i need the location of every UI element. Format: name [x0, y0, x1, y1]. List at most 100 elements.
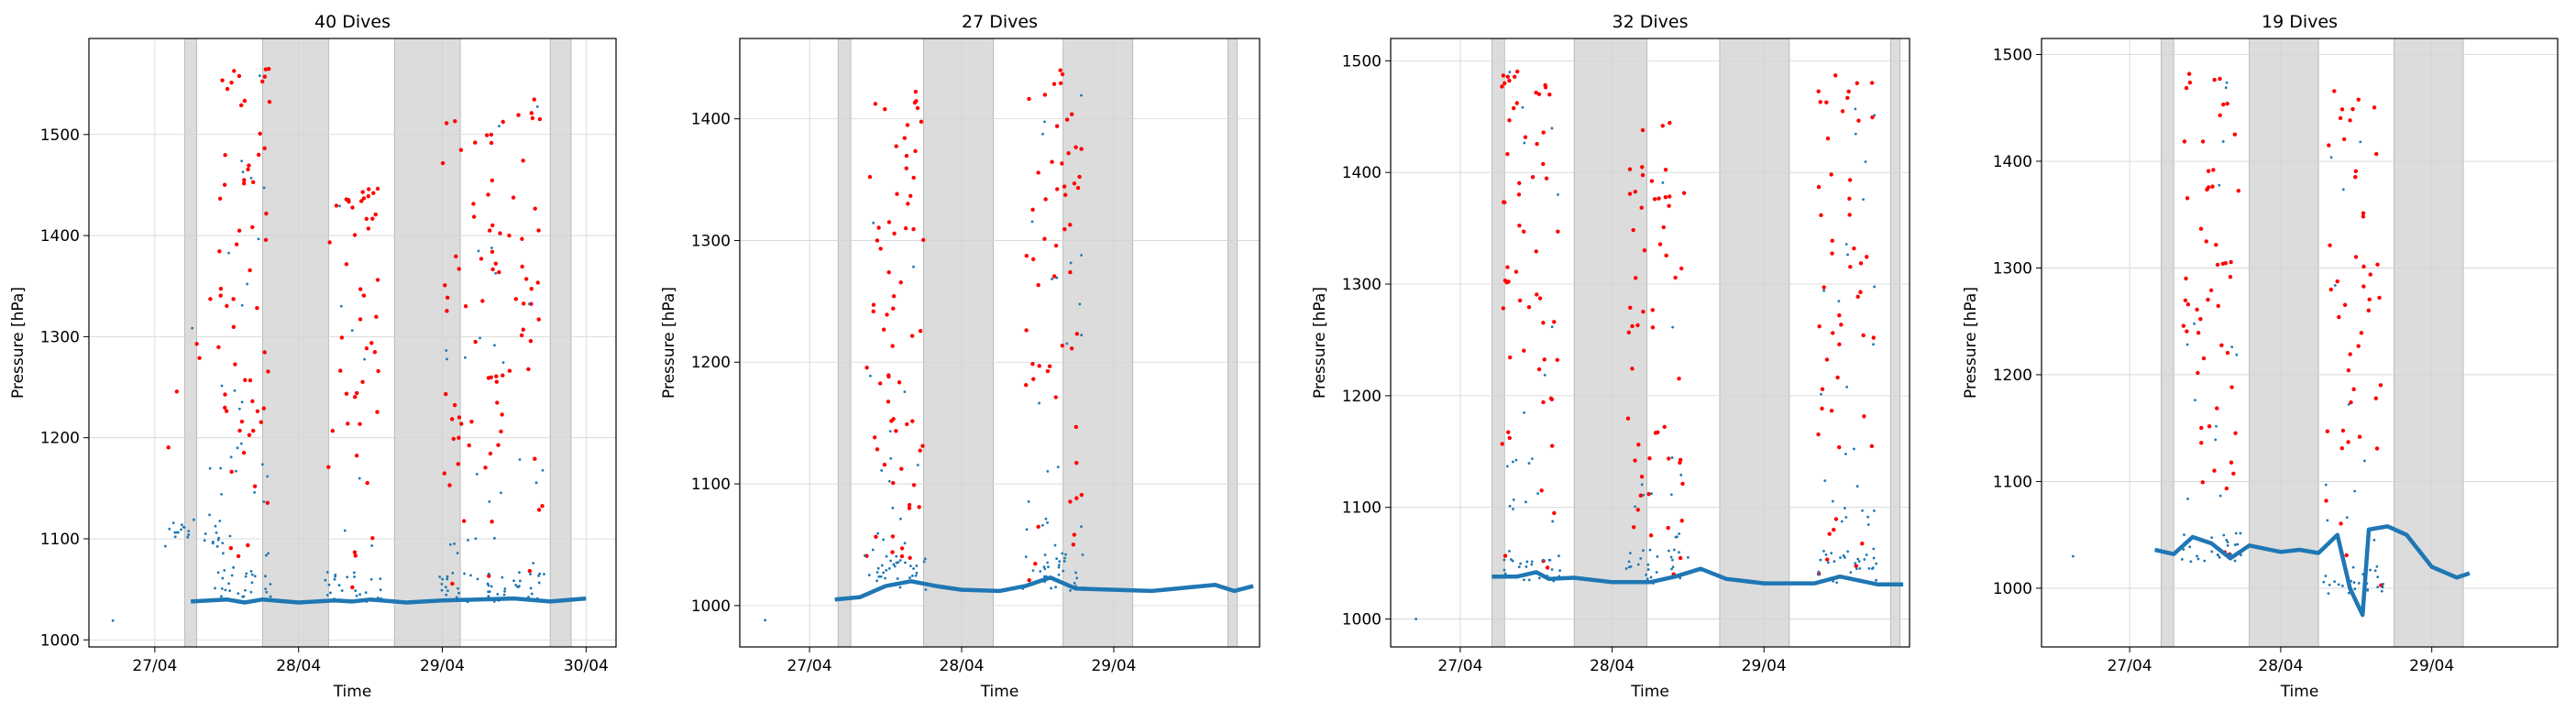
dive-point-blue: [358, 593, 362, 597]
dive-point-blue: [529, 573, 532, 575]
dive-point-blue: [2194, 399, 2196, 402]
dive-point-blue: [240, 400, 244, 404]
dive-point: [248, 378, 253, 383]
outlier-point: [111, 619, 115, 622]
dive-point-blue: [2203, 559, 2207, 563]
dive-point-blue: [541, 468, 545, 472]
dive-point: [2349, 400, 2353, 405]
dive-point-blue: [2329, 156, 2333, 159]
dive-point-blue: [1862, 198, 1865, 202]
dive-point-blue: [537, 581, 541, 585]
dive-point: [374, 314, 379, 319]
dive-point-blue: [1503, 572, 1507, 575]
dive-point-blue: [203, 539, 206, 542]
dive-point: [1541, 400, 1546, 405]
dive-point: [1074, 332, 1080, 336]
dive-point: [228, 545, 234, 551]
dive-point: [1541, 130, 1546, 135]
dive-point: [918, 448, 922, 453]
dive-point: [907, 502, 912, 508]
dive-point-blue: [224, 588, 227, 592]
dive-point-blue: [496, 593, 500, 596]
dive-point-blue: [2218, 555, 2221, 559]
dive-point-blue: [1031, 569, 1035, 573]
y-tick-label: 1300: [1993, 259, 2032, 278]
dive-point-blue: [2226, 541, 2229, 543]
dive-point: [500, 412, 504, 417]
dive-point-blue: [1510, 558, 1513, 561]
surface-trace: [2154, 524, 2471, 618]
dive-point-blue: [1038, 401, 1040, 405]
dive-group: [1500, 69, 1562, 583]
x-axis-label: Time: [980, 683, 1019, 701]
dive-point: [2341, 137, 2347, 142]
dive-point-blue: [879, 575, 883, 578]
dive-point: [467, 443, 471, 448]
dive-point-blue: [448, 542, 452, 546]
dive-point: [366, 193, 371, 199]
dive-point-blue: [517, 585, 521, 588]
dive-point: [1500, 442, 1504, 446]
dive-point-blue: [353, 575, 356, 578]
dive-point-blue: [2214, 438, 2218, 442]
dive-point: [1630, 323, 1635, 329]
dive-point: [237, 73, 242, 79]
dive-point-blue: [503, 590, 506, 593]
dive-point: [2215, 406, 2219, 411]
dive-point: [2361, 284, 2366, 289]
dive-point-blue: [441, 577, 445, 581]
dive-point: [1634, 276, 1638, 280]
dive-point-blue: [2218, 183, 2221, 187]
dive-point-blue: [369, 577, 373, 581]
dive-point-blue: [1823, 479, 1827, 483]
dive-point-blue: [227, 582, 231, 586]
dive-point: [444, 391, 448, 397]
dive-point-blue: [487, 584, 490, 587]
dive-point-blue: [211, 540, 215, 543]
dive-point: [1869, 81, 1875, 85]
dive-point: [2195, 307, 2199, 312]
dive-point: [1060, 71, 1065, 77]
dive-point: [1512, 74, 1517, 80]
dive-point-blue: [2327, 592, 2330, 596]
dive-point: [911, 483, 917, 487]
night-band: [1719, 38, 1790, 647]
dive-point: [489, 375, 493, 380]
dive-point-blue: [249, 570, 253, 573]
dive-point: [1641, 309, 1646, 314]
dive-point: [2184, 85, 2189, 91]
dive-point: [1543, 85, 1548, 90]
dive-point-blue: [354, 589, 358, 593]
dive-point-blue: [2373, 569, 2377, 573]
dive-point: [1047, 364, 1052, 368]
dive-point: [1677, 376, 1681, 381]
dive-point: [447, 483, 452, 487]
dive-point: [1536, 367, 1542, 372]
dive-point: [370, 216, 375, 221]
dive-point-blue: [1069, 261, 1073, 265]
dive-point: [259, 420, 264, 424]
dive-point: [346, 422, 350, 426]
dive-point: [1816, 184, 1822, 190]
dive-point: [1074, 460, 1079, 466]
dive-point-blue: [1833, 560, 1836, 564]
dive-point-blue: [2229, 553, 2232, 556]
dive-point: [2353, 169, 2359, 174]
dive-point-blue: [2357, 582, 2361, 585]
dive-point-blue: [1646, 563, 1650, 566]
dive-point-blue: [1043, 120, 1046, 124]
dive-point-blue: [259, 74, 261, 78]
dive-point-blue: [1845, 385, 1848, 389]
dive-point-blue: [1628, 552, 1632, 555]
dive-point-blue: [346, 575, 349, 579]
dive-point-blue: [1523, 411, 1526, 414]
dive-point: [1042, 236, 1047, 241]
dive-point: [920, 444, 925, 448]
dive-point: [248, 268, 252, 273]
dive-point-blue: [904, 561, 907, 564]
dive-point: [890, 534, 896, 539]
dive-point: [2337, 314, 2341, 320]
dive-point: [1544, 176, 1549, 181]
dive-point: [2228, 274, 2233, 279]
dive-point-blue: [887, 567, 891, 570]
